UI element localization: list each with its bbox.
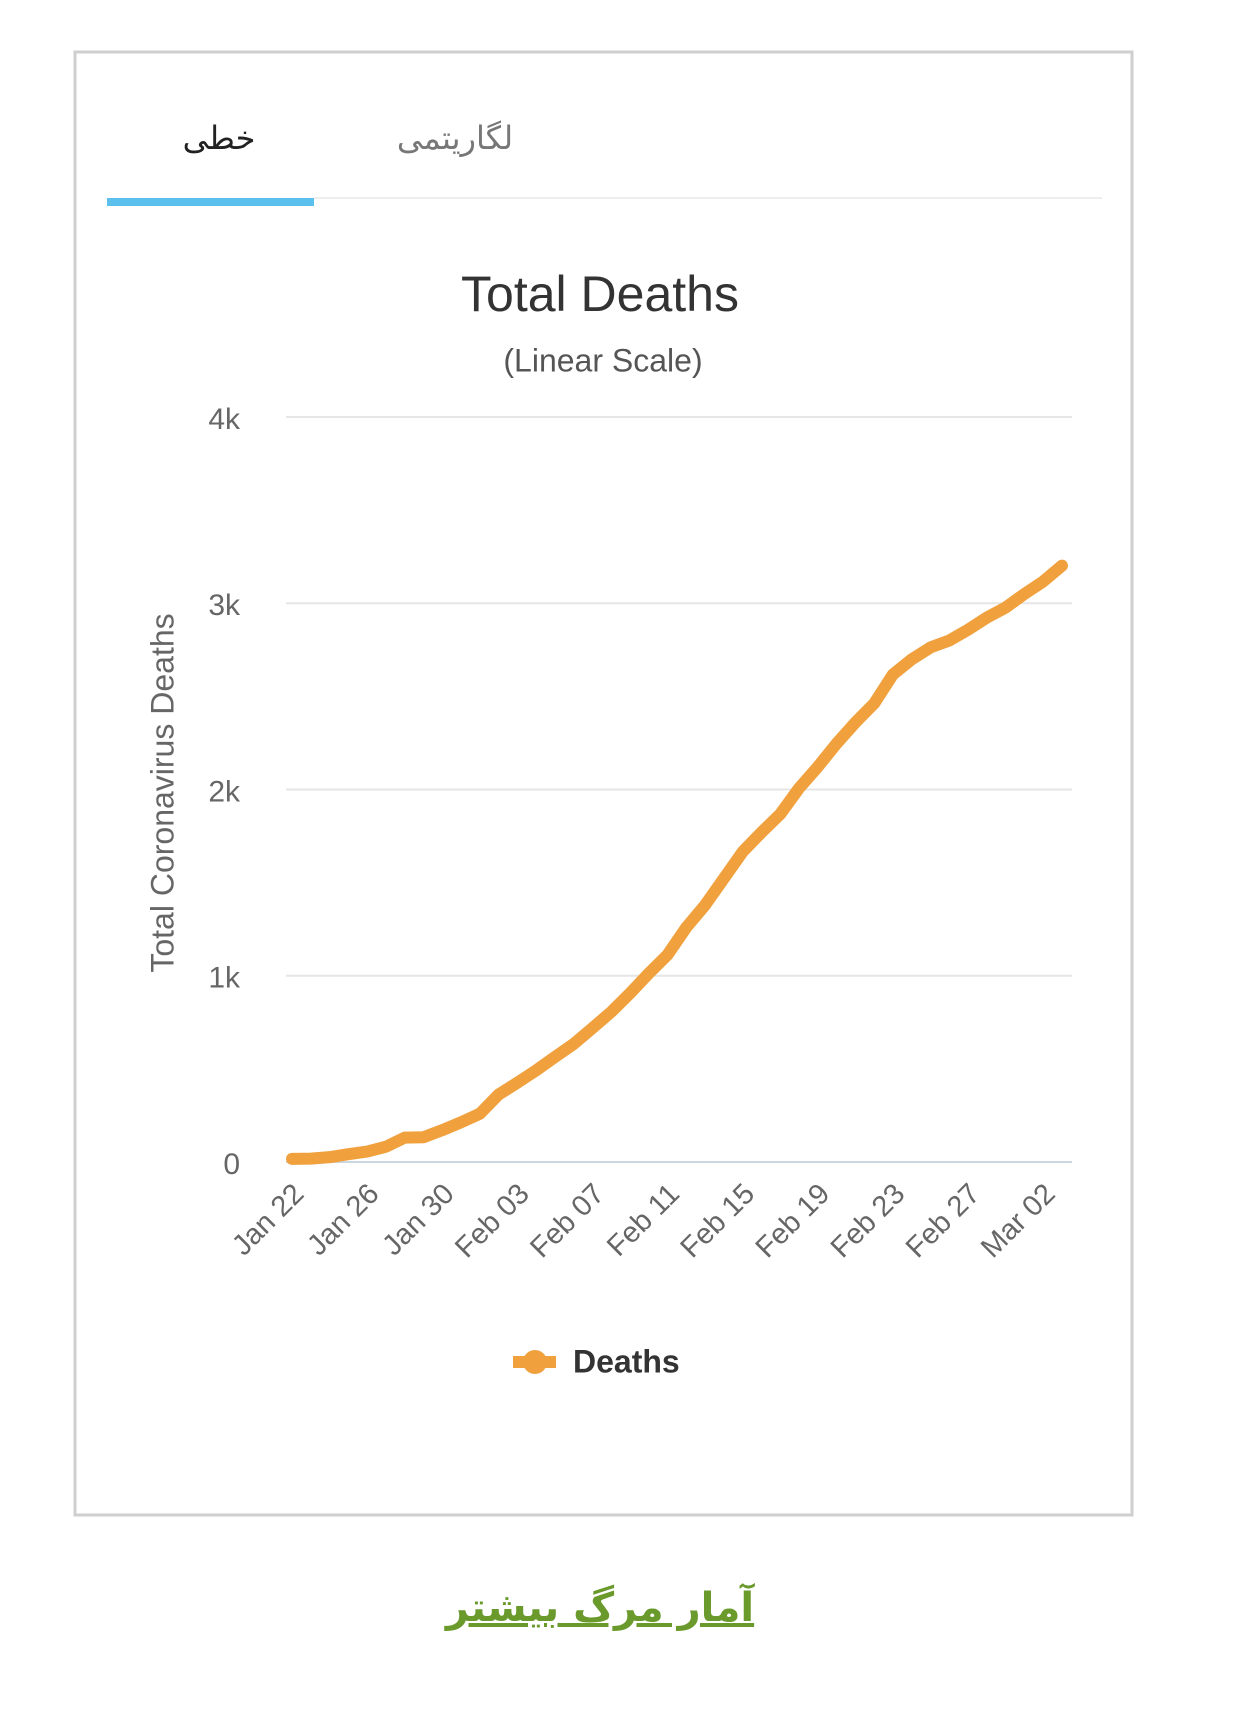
y-tick-label: 0 [223,1148,240,1181]
chart-subtitle: (Linear Scale) [503,342,702,378]
chart-title: Total Deaths [461,266,739,322]
y-tick-label: 1k [208,962,241,995]
tab-log[interactable]: لگاریتمی [397,119,513,157]
tab-indicator [107,198,314,206]
more-link[interactable]: آمار مرگ بیشتر [444,1582,756,1631]
tab-linear[interactable]: خطی [183,119,256,157]
legend-marker [523,1350,547,1374]
legend-label: Deaths [573,1343,680,1379]
y-tick-label: 4k [208,403,241,436]
y-tick-label: 3k [208,589,241,622]
y-axis-label: Total Coronavirus Deaths [144,613,180,972]
y-tick-label: 2k [208,775,241,808]
card [73,50,1134,1517]
data-line [286,559,1068,1165]
